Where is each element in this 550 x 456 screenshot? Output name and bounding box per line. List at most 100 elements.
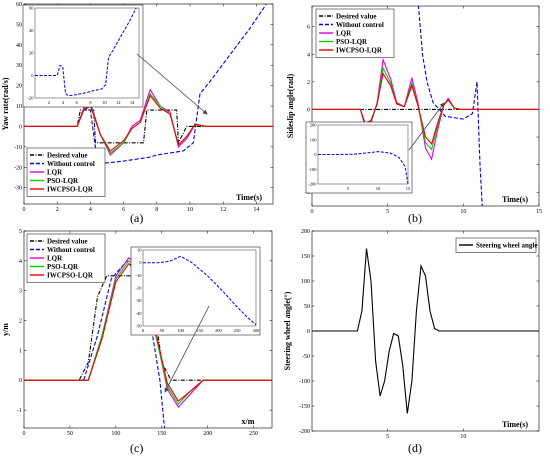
- y-tick-label: 1: [19, 348, 22, 354]
- y-tick-label: -150: [299, 404, 310, 410]
- y-tick-label: 0: [19, 378, 22, 384]
- legend-entry: Without control: [47, 246, 95, 254]
- y-tick-label: 6: [307, 25, 310, 31]
- x-tick-label: 200: [203, 431, 212, 437]
- y-tick-label: 0: [307, 107, 310, 113]
- inset-y-tick-label: -20: [136, 286, 143, 291]
- y-axis-label: Steering wheel angle(°): [283, 291, 292, 370]
- legend-entry: Without control: [336, 21, 384, 29]
- x-tick-label: 5: [386, 434, 389, 440]
- legend-entry: Desired value: [336, 12, 377, 20]
- series-line-steering-wheel-angle: [312, 248, 539, 414]
- inset-y-tick-label: 200: [310, 123, 318, 128]
- y-tick-label: 0: [307, 329, 310, 335]
- series-line-without-control: [417, 6, 483, 206]
- legend-entry: IWCPSO-LQR: [47, 271, 94, 279]
- inset: 5 10 15 -200 -100 0 100 200: [305, 121, 413, 194]
- inset-x-tick-label: 5: [347, 186, 350, 191]
- inset-y-tick-label: -20: [28, 96, 35, 101]
- y-tick-label: 5: [19, 229, 22, 235]
- inset-x-tick-label: 8: [89, 100, 92, 105]
- series-line-iwcpso-lqr: [312, 72, 539, 146]
- x-tick-label: 10: [187, 207, 193, 213]
- y-tick-label: -50: [302, 354, 310, 360]
- inset-x-tick-label: 0: [142, 328, 145, 333]
- y-tick-label: -1: [17, 408, 22, 414]
- legend-entry: Steering wheel angle: [476, 241, 537, 249]
- zoom-arrow: [136, 53, 208, 115]
- legend-entry: PSO-LQR: [336, 38, 368, 46]
- x-tick-label: 14: [253, 207, 259, 213]
- inset-x-tick-label: 10: [376, 186, 381, 191]
- legend-entry: PSO-LQR: [47, 177, 79, 185]
- panel-d: 5 10 -200 -150 -100 -50 0 50 100 150 200 Time(s) Ste…: [283, 229, 540, 440]
- inset-series-line: [143, 255, 257, 326]
- y-tick-label: 3: [19, 289, 22, 295]
- x-tick-label: 0: [23, 431, 26, 437]
- x-tick-label: 12: [220, 207, 226, 213]
- caption-a: (a): [130, 211, 143, 225]
- inset: 0 50 100 150 200 250 300 -50 -40 -30 -20 -10 0 10: [130, 246, 261, 336]
- inset-y-tick-label: -10: [136, 273, 143, 278]
- y-tick-label: -20: [14, 165, 22, 171]
- y-tick-label: 2: [19, 319, 22, 325]
- y-tick-label: 4: [19, 259, 22, 265]
- inset-x-tick-label: 50: [160, 328, 165, 333]
- inset-x-tick-label: 150: [196, 328, 204, 333]
- legend-entry: Desired value: [47, 237, 88, 245]
- x-tick-label: 6: [122, 207, 125, 213]
- inset-y-tick-label: -40: [136, 311, 143, 316]
- y-tick-label: -100: [299, 379, 310, 385]
- inset-x-tick-label: 12: [116, 100, 121, 105]
- y-tick-label: -30: [14, 186, 22, 192]
- inset-x-tick-label: 15: [406, 186, 411, 191]
- y-tick-label: 2: [307, 80, 310, 86]
- y-axis-label: Yaw rate(rad/s): [1, 77, 10, 130]
- inset-y-tick-label: 100: [310, 137, 318, 142]
- inset-y-tick-label: 60: [29, 6, 34, 11]
- panel-a: 0 2 4 6 8 10 12 14-30-20-100102030405060Time(s)…: [1, 2, 274, 213]
- x-axis-label: Time(s): [502, 195, 528, 204]
- series-line-desired-value: [24, 109, 273, 145]
- x-axis-label: x/m: [242, 417, 255, 426]
- inset-x-tick-label: 6: [75, 100, 78, 105]
- y-tick-label: -10: [14, 145, 22, 151]
- legend: Steering wheel angle: [455, 237, 537, 253]
- y-tick-label: 10: [16, 104, 22, 110]
- inset-x-tick-label: 2: [48, 100, 50, 105]
- inset-x-tick-label: 100: [177, 328, 185, 333]
- x-axis-label: Time(s): [502, 420, 528, 429]
- inset-x-tick-label: 10: [102, 100, 107, 105]
- legend-entry: LQR: [47, 168, 63, 176]
- series-line-desired-value: [24, 275, 272, 381]
- legend-entry: IWCPSO-LQR: [336, 46, 383, 54]
- x-tick-label: 10: [460, 434, 466, 440]
- x-tick-label: 50: [67, 431, 73, 437]
- legend-box: [455, 237, 537, 253]
- y-tick-label: 30: [16, 63, 22, 69]
- inset-y-tick-label: -30: [136, 298, 143, 303]
- inset-series-line: [35, 7, 137, 97]
- inset-x-tick-label: 14: [130, 100, 135, 105]
- y-tick-label: 60: [16, 2, 22, 8]
- zoom-arrow: [164, 305, 210, 393]
- series-line-without-control: [24, 4, 267, 164]
- zoom-arrow: [408, 102, 445, 151]
- y-tick-label: 50: [16, 22, 22, 28]
- legend-entry: Without control: [47, 160, 95, 168]
- inset-y-tick-label: 0: [314, 152, 317, 157]
- inset-y-tick-label: 20: [29, 51, 34, 56]
- x-tick-label: 8: [155, 207, 158, 213]
- series-line-iwcpso-lqr: [24, 94, 273, 152]
- inset-x-tick-label: 250: [234, 328, 242, 333]
- x-tick-label: 4: [89, 207, 92, 213]
- inset-y-tick-label: -50: [136, 324, 143, 329]
- x-tick-label: 10: [460, 209, 466, 215]
- legend-entry: Desired value: [47, 151, 88, 159]
- x-tick-label: 0: [23, 207, 26, 213]
- legend-entry: LQR: [47, 254, 63, 262]
